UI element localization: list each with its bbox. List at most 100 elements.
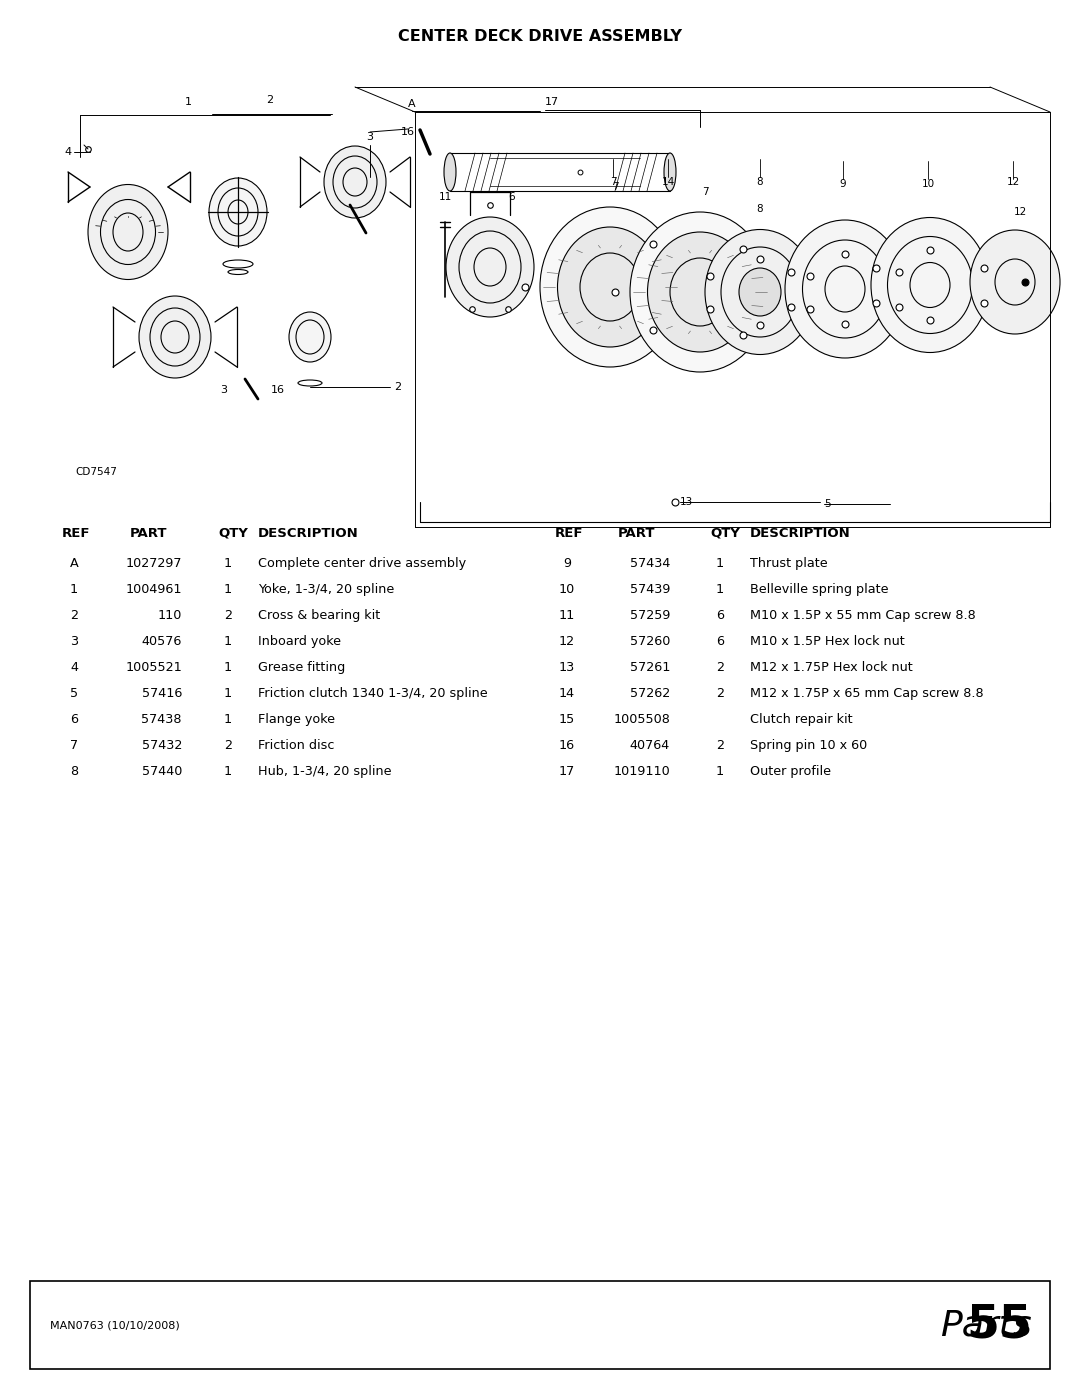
Text: 110: 110 [158,609,183,622]
Text: 1: 1 [716,557,724,570]
Text: 57438: 57438 [141,712,183,726]
Text: QTY: QTY [218,527,248,541]
Text: Friction clutch 1340 1-3/4, 20 spline: Friction clutch 1340 1-3/4, 20 spline [258,687,488,700]
Text: 57440: 57440 [141,766,183,778]
Text: Clutch repair kit: Clutch repair kit [750,712,852,726]
Text: 1: 1 [716,766,724,778]
Ellipse shape [870,218,989,352]
Text: PART: PART [130,527,167,541]
Text: Hub, 1-3/4, 20 spline: Hub, 1-3/4, 20 spline [258,766,391,778]
Ellipse shape [139,296,211,379]
Text: M10 x 1.5P Hex lock nut: M10 x 1.5P Hex lock nut [750,636,905,648]
Text: 8: 8 [70,766,78,778]
Text: M12 x 1.75P Hex lock nut: M12 x 1.75P Hex lock nut [750,661,913,673]
Text: 16: 16 [401,127,415,137]
Text: 12: 12 [559,636,575,648]
Ellipse shape [87,184,168,279]
Text: 1: 1 [224,687,232,700]
Text: 2: 2 [70,609,78,622]
Text: 1: 1 [70,583,78,597]
Text: Spring pin 10 x 60: Spring pin 10 x 60 [750,739,867,752]
Ellipse shape [289,312,330,362]
Text: Thrust plate: Thrust plate [750,557,827,570]
Ellipse shape [705,229,815,355]
Text: 13: 13 [680,497,693,507]
Text: 4: 4 [70,661,78,673]
Text: Belleville spring plate: Belleville spring plate [750,583,889,597]
Ellipse shape [444,154,456,191]
Text: 14: 14 [661,177,675,187]
Text: 16: 16 [271,386,285,395]
Text: 1027297: 1027297 [125,557,183,570]
Text: M10 x 1.5P x 55 mm Cap screw 8.8: M10 x 1.5P x 55 mm Cap screw 8.8 [750,609,975,622]
Text: 40576: 40576 [141,636,183,648]
Text: 57262: 57262 [630,687,670,700]
Ellipse shape [446,217,534,317]
Text: QTY: QTY [710,527,740,541]
Text: 2: 2 [267,95,273,105]
Text: 1: 1 [185,96,191,108]
Text: 15: 15 [558,712,576,726]
Text: CD7547: CD7547 [75,467,117,476]
Text: 11: 11 [438,191,451,203]
Text: 2: 2 [394,381,401,393]
Text: 7: 7 [610,177,617,187]
Text: 3: 3 [70,636,78,648]
Text: DESCRIPTION: DESCRIPTION [258,527,359,541]
Text: 2: 2 [224,609,232,622]
Text: 1: 1 [224,712,232,726]
Ellipse shape [630,212,770,372]
Text: 17: 17 [558,766,576,778]
Text: REF: REF [62,527,91,541]
Text: Outer profile: Outer profile [750,766,831,778]
Text: 1019110: 1019110 [613,766,670,778]
Text: 9: 9 [563,557,571,570]
Text: 6: 6 [716,609,724,622]
Text: 57432: 57432 [141,739,183,752]
Text: 8: 8 [757,204,764,214]
Text: 14: 14 [559,687,575,700]
Text: 1: 1 [224,636,232,648]
Ellipse shape [540,207,680,367]
Text: 17: 17 [545,96,559,108]
Text: 57416: 57416 [141,687,183,700]
Text: 57434: 57434 [630,557,670,570]
Text: 9: 9 [839,179,847,189]
Text: 57261: 57261 [630,661,670,673]
Text: 12: 12 [1013,207,1027,217]
Ellipse shape [739,268,781,316]
Text: M12 x 1.75P x 65 mm Cap screw 8.8: M12 x 1.75P x 65 mm Cap screw 8.8 [750,687,984,700]
Text: Grease fitting: Grease fitting [258,661,346,673]
Text: 5: 5 [70,687,78,700]
Text: 1: 1 [224,661,232,673]
Ellipse shape [664,154,676,191]
Bar [30,1281,1050,1369]
Text: 57439: 57439 [630,583,670,597]
Text: 16: 16 [559,739,575,752]
Ellipse shape [648,232,753,352]
Text: 2: 2 [224,739,232,752]
Text: 2: 2 [716,739,724,752]
Bar [450,154,670,191]
Text: Complete center drive assembly: Complete center drive assembly [258,557,467,570]
Text: 57260: 57260 [630,636,670,648]
Text: 10: 10 [558,583,576,597]
Text: 1005508: 1005508 [613,712,670,726]
Text: 40764: 40764 [630,739,670,752]
Text: DESCRIPTION: DESCRIPTION [750,527,851,541]
Text: 6: 6 [509,191,515,203]
Ellipse shape [785,219,905,358]
Text: 1004961: 1004961 [125,583,183,597]
Text: 13: 13 [558,661,576,673]
Text: 1005521: 1005521 [125,661,183,673]
Text: Yoke, 1-3/4, 20 spline: Yoke, 1-3/4, 20 spline [258,583,394,597]
Text: 6: 6 [70,712,78,726]
Text: 57259: 57259 [630,609,670,622]
Text: 11: 11 [558,609,576,622]
Text: A: A [69,557,79,570]
Text: MAN0763 (10/10/2008): MAN0763 (10/10/2008) [50,1320,179,1330]
Text: Flange yoke: Flange yoke [258,712,335,726]
Ellipse shape [210,177,267,246]
Ellipse shape [557,226,662,346]
Text: 7: 7 [70,739,78,752]
